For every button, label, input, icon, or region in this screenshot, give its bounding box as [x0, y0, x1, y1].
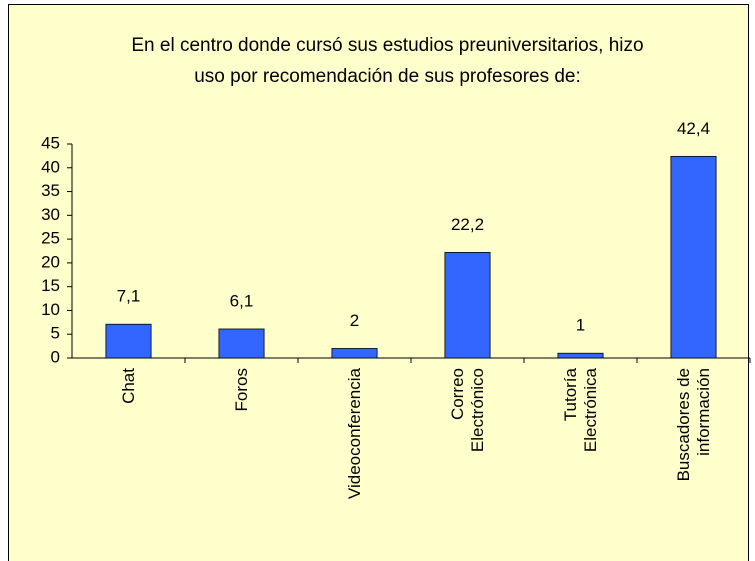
y-tick-label: 0	[51, 347, 60, 366]
y-tick-label: 5	[51, 324, 60, 343]
chart-title: En el centro donde cursó sus estudios pr…	[131, 35, 644, 87]
x-tick-label: Buscadores de información	[673, 368, 713, 482]
x-tick-label: Correo Electrónico	[447, 368, 487, 453]
y-tick-label: 40	[41, 157, 60, 176]
bar	[218, 328, 265, 359]
value-label: 42,4	[677, 119, 710, 138]
y-tick-label: 30	[41, 205, 60, 224]
x-tick-label: Tutoría Electrónica	[560, 368, 600, 453]
chart-area	[8, 4, 749, 561]
y-tick-label: 20	[41, 252, 60, 271]
y-tick-label: 45	[41, 133, 60, 152]
value-label: 22,2	[451, 215, 484, 234]
y-tick-label: 25	[41, 229, 60, 248]
value-label: 6,1	[230, 291, 254, 310]
bar	[331, 348, 378, 359]
value-label: 2	[350, 311, 359, 330]
x-tick-label: Foros	[231, 368, 251, 412]
value-label: 7,1	[117, 287, 141, 306]
x-tick-label: Videoconferencia	[344, 368, 364, 500]
value-label: 1	[576, 316, 585, 335]
bar	[670, 155, 717, 359]
y-tick-label: 35	[41, 181, 60, 200]
y-tick-label: 10	[41, 300, 60, 319]
bar	[444, 252, 491, 359]
bar	[557, 352, 604, 359]
x-tick-label: Chat	[118, 368, 138, 404]
y-tick-label: 15	[41, 276, 60, 295]
bar	[105, 323, 152, 359]
